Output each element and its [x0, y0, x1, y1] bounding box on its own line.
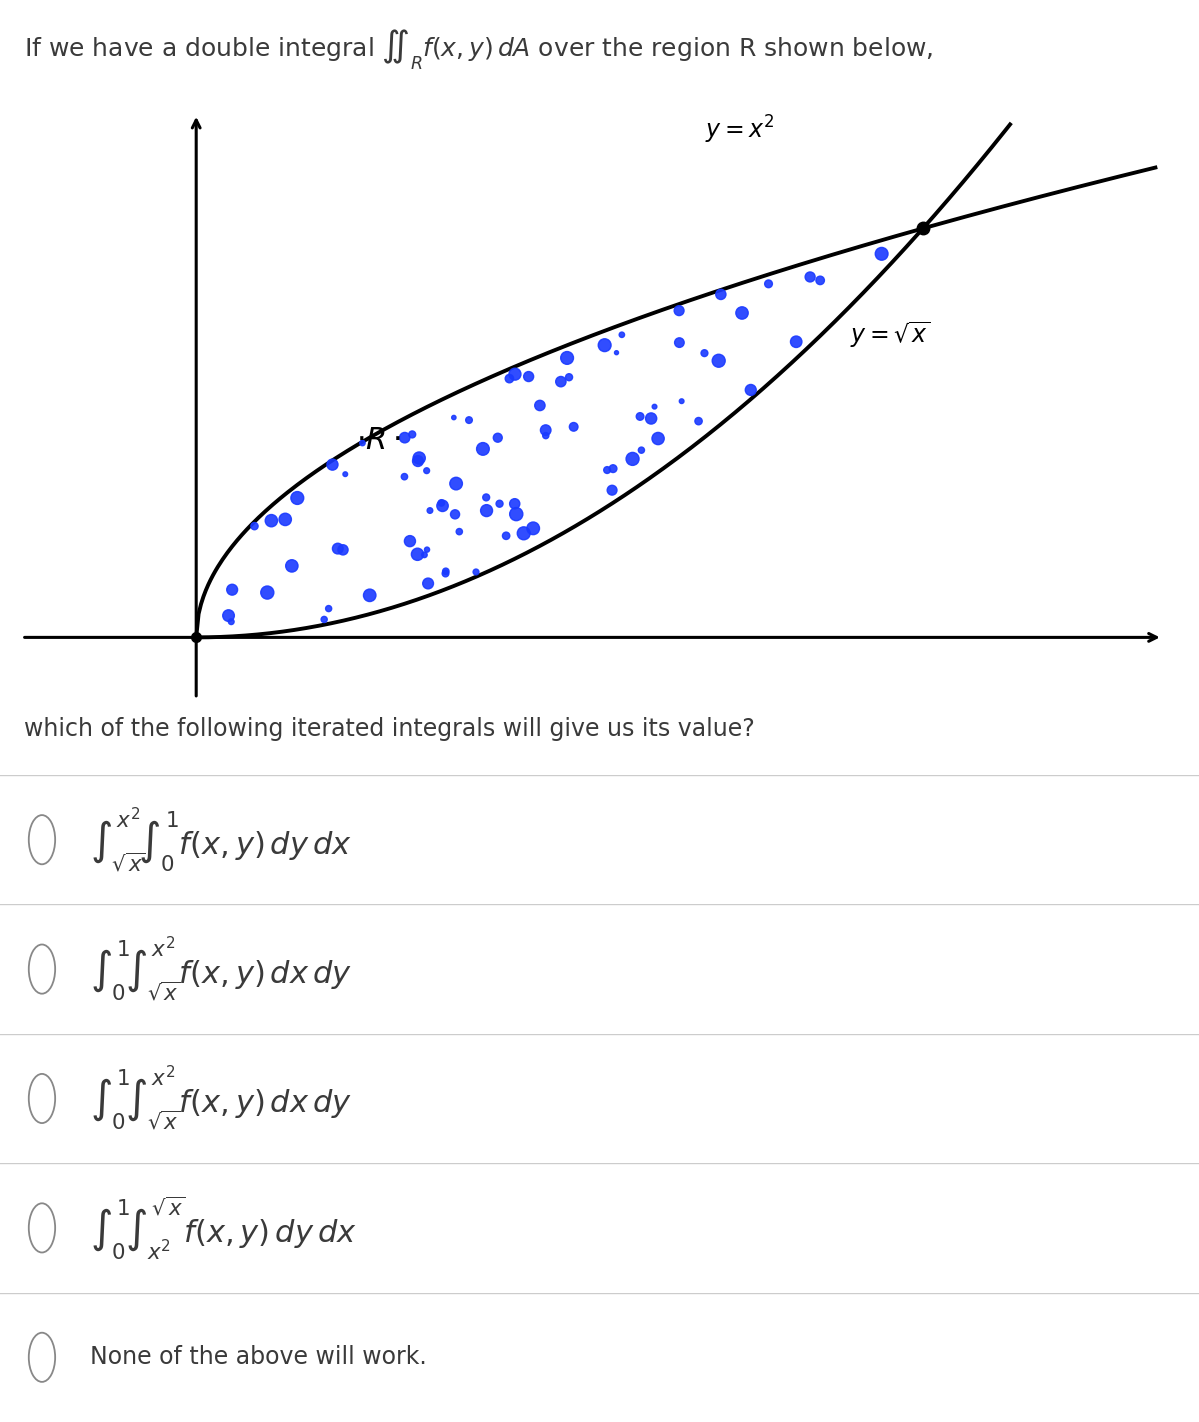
Point — [403, 422, 422, 445]
Point — [787, 330, 806, 353]
Point — [496, 525, 516, 547]
Point — [417, 539, 436, 562]
Point — [631, 405, 650, 428]
Point — [641, 407, 661, 429]
Point — [632, 439, 651, 462]
Point — [223, 579, 242, 602]
Text: $y = x^2$: $y = x^2$ — [705, 114, 775, 146]
Point — [530, 394, 549, 417]
Point — [801, 266, 820, 289]
Point — [258, 582, 277, 604]
Point — [564, 415, 583, 438]
Point — [466, 560, 486, 583]
Point — [872, 242, 891, 264]
Point — [506, 363, 525, 385]
Point — [219, 604, 239, 627]
Point — [488, 427, 507, 449]
Text: $\int_0^1\! \int_{\sqrt{x}}^{x^2} f(x, y)\,dx\,dy$: $\int_0^1\! \int_{\sqrt{x}}^{x^2} f(x, y… — [90, 1064, 353, 1133]
Point — [603, 458, 622, 481]
Point — [436, 562, 456, 584]
Point — [410, 447, 429, 469]
Point — [336, 462, 355, 485]
Point — [689, 410, 709, 432]
Point — [741, 378, 760, 401]
Point — [709, 350, 728, 373]
Point — [670, 331, 689, 354]
Text: $\int_{\sqrt{x}}^{x^2}\! \int_0^1 f(x, y)\,dy\,dx$: $\int_{\sqrt{x}}^{x^2}\! \int_0^1 f(x, y… — [90, 805, 351, 875]
Point — [607, 341, 626, 364]
Point — [288, 486, 307, 509]
Text: $y = \sqrt{x}$: $y = \sqrt{x}$ — [850, 320, 930, 350]
Point — [673, 390, 692, 412]
Point — [490, 492, 510, 515]
Point — [450, 520, 469, 543]
Point — [613, 323, 632, 346]
Point — [421, 499, 440, 522]
Point — [645, 395, 664, 418]
Point — [436, 560, 456, 583]
Point — [597, 459, 616, 482]
Point — [477, 499, 496, 522]
Point — [319, 597, 338, 620]
Text: If we have a double integral $\iint_R f(x, y)\,dA$ over the region R shown below: If we have a double integral $\iint_R f(… — [24, 27, 933, 73]
Point — [261, 509, 281, 532]
Text: $\int_0^1\! \int_{\sqrt{x}}^{x^2} f(x, y)\,dx\,dy$: $\int_0^1\! \int_{\sqrt{x}}^{x^2} f(x, y… — [90, 934, 353, 1004]
Point — [394, 465, 414, 488]
Point — [519, 365, 538, 388]
Point — [396, 427, 415, 449]
Point — [505, 492, 524, 515]
Point — [536, 424, 555, 447]
Point — [474, 438, 493, 461]
Text: None of the above will work.: None of the above will work. — [90, 1345, 427, 1369]
Point — [536, 418, 555, 441]
Point — [418, 572, 438, 594]
Point — [415, 543, 434, 566]
Point — [432, 492, 451, 515]
Point — [445, 407, 464, 429]
Point — [623, 448, 643, 471]
Point — [222, 610, 241, 633]
Point — [329, 538, 348, 560]
Point — [446, 503, 465, 526]
Point — [276, 508, 295, 530]
Point — [669, 299, 688, 321]
Point — [314, 609, 333, 631]
Point — [400, 530, 420, 553]
Point — [477, 486, 496, 509]
Point — [558, 347, 577, 370]
Text: $\int_0^1\! \int_{x^2}^{\sqrt{x}} f(x, y)\,dy\,dx$: $\int_0^1\! \int_{x^2}^{\sqrt{x}} f(x, y… — [90, 1194, 356, 1261]
Point — [514, 522, 534, 545]
Point — [595, 334, 614, 357]
Point — [733, 301, 752, 324]
Point — [711, 283, 730, 306]
Point — [560, 365, 579, 388]
Text: which of the following iterated integrals will give us its value?: which of the following iterated integral… — [24, 717, 754, 741]
Text: $\cdot R\cdot$: $\cdot R\cdot$ — [356, 425, 402, 456]
Point — [245, 515, 264, 538]
Point — [602, 479, 621, 502]
Point — [360, 584, 379, 607]
Point — [459, 408, 478, 431]
Point — [353, 432, 372, 455]
Point — [524, 518, 543, 540]
Point — [446, 472, 465, 495]
Point — [333, 539, 353, 562]
Point — [323, 454, 342, 476]
Point — [409, 449, 428, 472]
Point — [500, 367, 519, 390]
Point — [433, 495, 452, 518]
Point — [649, 427, 668, 449]
Point — [695, 341, 715, 364]
Point — [408, 543, 427, 566]
Point — [811, 269, 830, 292]
Point — [507, 503, 526, 526]
Point — [759, 273, 778, 296]
Point — [282, 555, 301, 577]
Point — [552, 370, 571, 392]
Point — [417, 459, 436, 482]
